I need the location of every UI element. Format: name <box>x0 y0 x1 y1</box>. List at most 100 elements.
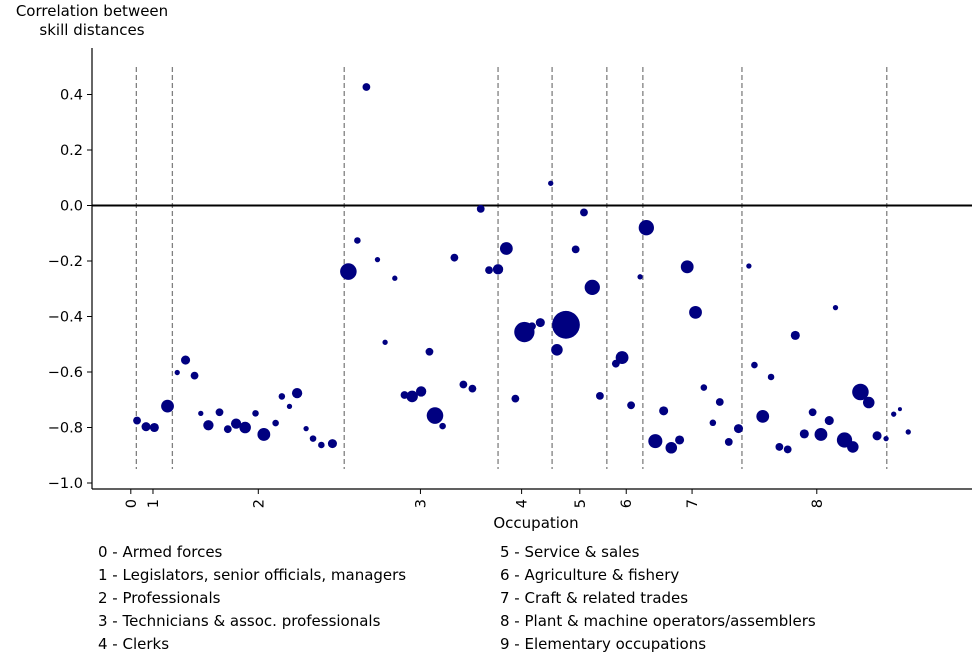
data-point <box>783 445 792 454</box>
legend-left: 0 - Armed forces 1 - Legislators, senior… <box>98 541 406 656</box>
data-point <box>318 441 325 449</box>
x-tick-label: 4 <box>515 499 531 508</box>
data-point <box>303 425 309 432</box>
y-tick-label: 0.0 <box>60 199 83 215</box>
data-point <box>459 380 468 389</box>
x-tick-label: 2 <box>251 499 267 508</box>
data-point <box>392 275 398 281</box>
data-points <box>133 83 911 454</box>
legend-item: 9 - Elementary occupations <box>500 635 707 653</box>
data-point <box>808 408 817 417</box>
data-point <box>450 253 459 262</box>
data-point <box>439 422 446 430</box>
y-tick-label: −0.4 <box>48 310 83 326</box>
data-point <box>548 180 554 186</box>
data-point <box>198 410 204 416</box>
data-point <box>485 266 493 275</box>
y-tick-label: 0.2 <box>60 143 83 159</box>
data-point <box>528 322 536 331</box>
data-point <box>354 237 361 244</box>
data-point <box>862 396 875 409</box>
y-tick-label: 0.4 <box>60 88 83 104</box>
scatter-chart: 0.4 0.2 0.0 −0.2 −0.4 −0.6 −0.8 −1.0 0 1 2 3 4 5 6 7 8 O… <box>48 48 972 532</box>
data-point <box>832 304 839 311</box>
data-point <box>689 305 702 319</box>
axes: 0.4 0.2 0.0 −0.2 −0.4 −0.6 −0.8 −1.0 0 1 2 3 4 5 6 7 8 <box>48 48 972 508</box>
data-point <box>891 411 897 417</box>
data-point <box>406 390 418 403</box>
x-tick-label: 5 <box>573 499 589 508</box>
data-point <box>415 386 427 397</box>
data-point <box>133 416 141 425</box>
data-point <box>425 347 434 356</box>
x-tick-label: 6 <box>619 499 635 508</box>
data-point <box>149 422 159 433</box>
data-point <box>476 204 485 213</box>
data-point <box>700 384 708 391</box>
data-point <box>659 406 669 416</box>
data-point <box>499 242 513 255</box>
data-point <box>309 435 317 442</box>
data-point <box>733 424 744 434</box>
data-point <box>790 330 800 340</box>
data-point <box>511 394 520 403</box>
data-point <box>724 438 733 446</box>
data-point <box>190 371 199 380</box>
data-point <box>615 351 629 364</box>
data-point <box>627 401 635 410</box>
data-point <box>715 398 724 406</box>
y-tick-label: −0.6 <box>48 365 83 381</box>
legend-item: 2 - Professionals <box>98 589 221 607</box>
data-point <box>638 220 654 236</box>
data-point <box>897 407 902 412</box>
x-tick-label: 7 <box>685 499 701 508</box>
data-point <box>230 418 242 429</box>
data-point <box>362 83 371 91</box>
data-point <box>596 391 604 400</box>
x-tick-label: 0 <box>124 499 140 508</box>
legend-item: 4 - Clerks <box>98 635 170 653</box>
legend-right: 5 - Service & sales 6 - Agriculture & fi… <box>500 541 816 656</box>
data-point <box>571 245 580 254</box>
legend-item: 0 - Armed forces <box>98 543 223 561</box>
x-axis-label: Occupation <box>493 514 578 532</box>
data-point <box>278 393 286 400</box>
data-point <box>814 428 828 441</box>
data-point <box>775 443 784 451</box>
data-point <box>551 344 563 356</box>
x-tick-label: 3 <box>413 499 429 508</box>
data-point <box>584 279 600 296</box>
data-point <box>675 435 685 445</box>
data-point <box>181 355 191 365</box>
data-point <box>286 403 293 410</box>
legend-item: 5 - Service & sales <box>500 543 640 561</box>
data-point <box>252 410 259 417</box>
data-point <box>382 339 388 345</box>
data-point <box>272 419 279 427</box>
data-point <box>426 407 444 424</box>
data-point <box>257 428 271 441</box>
data-point <box>141 422 151 432</box>
legend-item: 7 - Craft & related trades <box>500 589 689 607</box>
data-point <box>847 441 859 453</box>
data-point <box>580 208 588 217</box>
data-point <box>552 310 580 339</box>
data-point <box>767 373 775 381</box>
y-tick-label: −0.8 <box>48 421 83 437</box>
occupation-dividers <box>135 67 888 469</box>
data-point <box>680 260 694 274</box>
data-point <box>203 420 214 431</box>
data-point <box>756 410 770 423</box>
data-point <box>340 263 357 280</box>
data-point <box>648 434 663 449</box>
y-tick-label: −1.0 <box>48 476 83 492</box>
data-point <box>492 264 504 275</box>
data-point <box>665 441 678 454</box>
data-point <box>374 256 381 263</box>
legend-item: 6 - Agriculture & fishery <box>500 566 680 584</box>
data-point <box>468 384 477 393</box>
x-tick-label: 1 <box>146 499 162 508</box>
legend-item: 3 - Technicians & assoc. professionals <box>98 612 381 630</box>
legend-item: 1 - Legislators, senior officials, manag… <box>98 566 407 584</box>
data-point <box>905 429 911 435</box>
